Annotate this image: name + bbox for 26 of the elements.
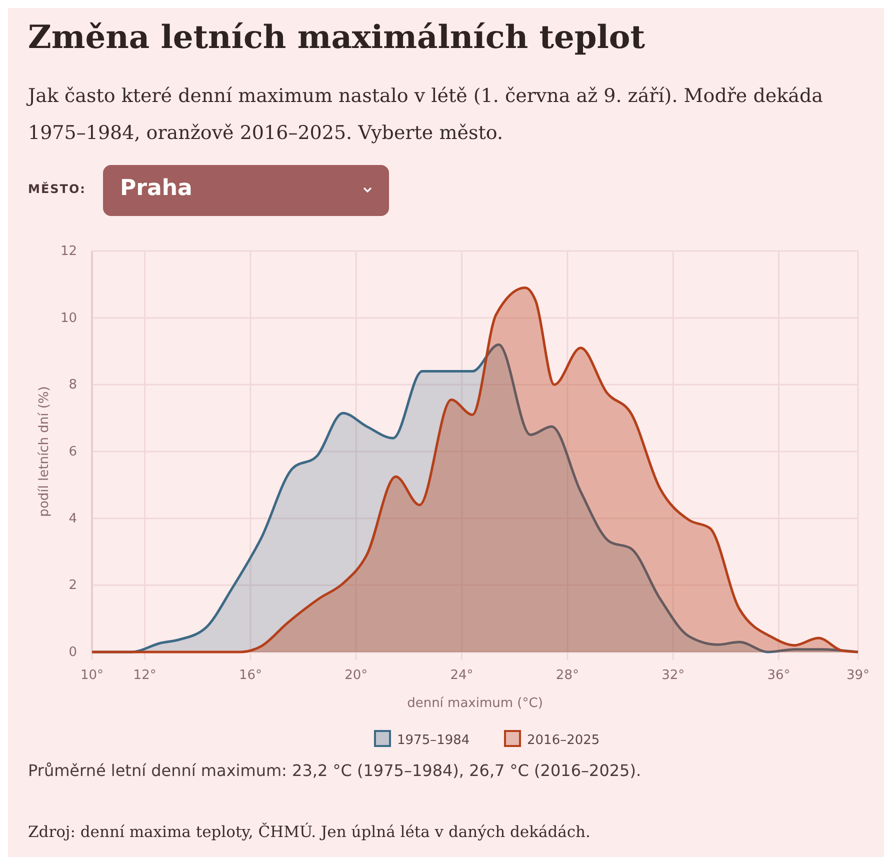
x-tick-label: 20° bbox=[344, 668, 368, 683]
y-tick-label: 8 bbox=[68, 378, 77, 393]
x-tick-label: 39° bbox=[846, 668, 870, 683]
chart-title: Změna letních maximálních teplot bbox=[28, 18, 646, 56]
x-tick-label: 10° bbox=[80, 668, 104, 683]
text: Zdroj: denní maxima teploty, ČHMÚ. Jen úplná léta v daných dekádách. bbox=[28, 823, 590, 841]
x-tick-label: 36° bbox=[767, 668, 790, 683]
y-axis-title: podíl letních dní (%) bbox=[37, 386, 52, 517]
legend-label: 1975–1984 bbox=[397, 733, 470, 748]
y-tick-label: 4 bbox=[68, 511, 77, 526]
chart-subtitle: Jak často které denní maximum nastalo v létě (1. června až 9. září). Modře dekáda 1975–1984, oranžově 2016–2025. Vyberte město. bbox=[28, 84, 824, 146]
x-tick-label: 28° bbox=[556, 668, 579, 683]
y-tick-label: 6 bbox=[68, 444, 77, 460]
dropdown: Praha bbox=[103, 165, 389, 216]
text: Průměrné letní denní maximum: 23,2 °C (1975–1984), 26,7 °C (2016–2025). bbox=[28, 761, 642, 780]
text: MĚSTO: bbox=[28, 182, 86, 196]
y-tick-label: 2 bbox=[68, 578, 77, 594]
y-tick-label: 0 bbox=[68, 645, 77, 660]
x-tick-label: 32° bbox=[662, 668, 685, 683]
x-tick-label: 16° bbox=[238, 668, 262, 683]
x-tick-label: 24° bbox=[450, 668, 474, 683]
legend-label: 2016–2025 bbox=[527, 733, 600, 748]
x-tick-label: 12° bbox=[133, 668, 156, 683]
y-tick-label: 12 bbox=[60, 244, 77, 259]
x-axis-title: denní maximum (°C) bbox=[407, 696, 543, 711]
y-tick-label: 10 bbox=[60, 310, 77, 326]
